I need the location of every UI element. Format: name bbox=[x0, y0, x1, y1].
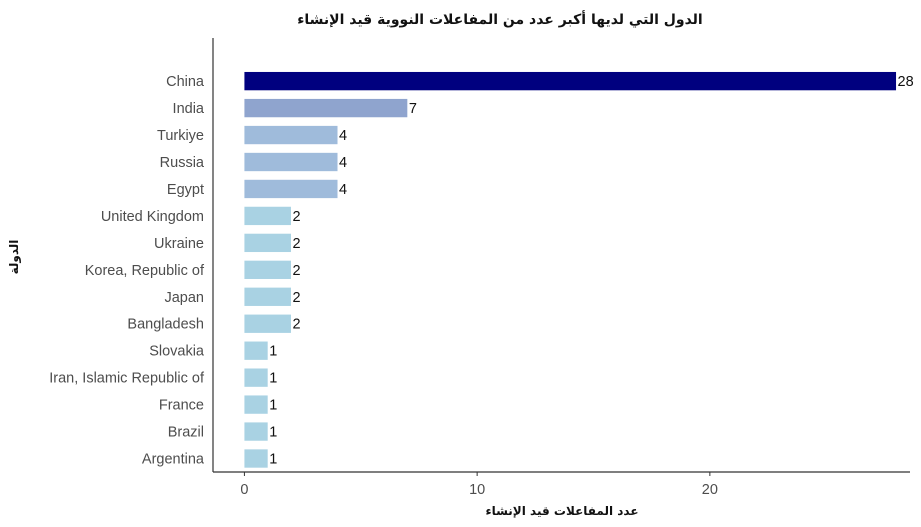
bar-france bbox=[244, 395, 268, 414]
value-label-china: 28 bbox=[898, 74, 914, 90]
category-label-russia: Russia bbox=[160, 155, 205, 171]
bar-japan bbox=[244, 287, 291, 306]
x-tick-label: 10 bbox=[469, 482, 485, 498]
value-label-japan: 2 bbox=[292, 290, 300, 306]
bar-iran-islamic-republic-of bbox=[244, 368, 268, 387]
value-label-bangladesh: 2 bbox=[292, 317, 300, 333]
bar-argentina bbox=[244, 449, 268, 468]
bar-china bbox=[244, 71, 897, 91]
category-label-united-kingdom: United Kingdom bbox=[101, 209, 204, 225]
value-label-argentina: 1 bbox=[269, 452, 277, 468]
bar-egypt bbox=[244, 179, 338, 199]
category-label-ukraine: Ukraine bbox=[154, 236, 204, 252]
category-label-bangladesh: Bangladesh bbox=[127, 317, 204, 333]
bar-united-kingdom bbox=[244, 206, 291, 226]
value-label-russia: 4 bbox=[339, 155, 347, 171]
category-label-argentina: Argentina bbox=[142, 452, 205, 468]
category-label-brazil: Brazil bbox=[168, 425, 204, 441]
value-label-ukraine: 2 bbox=[292, 236, 300, 252]
bar-korea-republic-of bbox=[244, 260, 291, 279]
x-ticks-layer: 0 10 20 bbox=[240, 472, 718, 498]
category-label-india: India bbox=[173, 101, 205, 117]
chart-title: الدول التي لديها أكبر عدد من المفاعلات ا… bbox=[297, 10, 703, 28]
category-label-slovakia: Slovakia bbox=[149, 344, 205, 360]
x-tick-label: 20 bbox=[702, 482, 718, 498]
category-label-korea-republic-of: Korea, Republic of bbox=[85, 263, 205, 279]
x-tick-label: 0 bbox=[240, 482, 248, 498]
value-label-korea-republic-of: 2 bbox=[292, 263, 300, 279]
value-label-india: 7 bbox=[409, 101, 417, 117]
value-label-brazil: 1 bbox=[269, 425, 277, 441]
x-axis-title: عدد المفاعلات قيد الإنشاء bbox=[485, 504, 638, 518]
value-label-turkiye: 4 bbox=[339, 128, 347, 144]
category-label-iran-islamic-republic-of: Iran, Islamic Republic of bbox=[49, 371, 205, 387]
value-label-slovakia: 1 bbox=[269, 344, 277, 360]
bar-bangladesh bbox=[244, 314, 291, 333]
bars-layer: China 28 India 7 Turkiye 4 Russia 4 Egypt 4 United… bbox=[49, 71, 914, 468]
bar-india bbox=[244, 98, 408, 118]
value-label-egypt: 4 bbox=[339, 182, 347, 198]
bar-turkiye bbox=[244, 125, 338, 145]
bar-russia bbox=[244, 152, 338, 172]
value-label-france: 1 bbox=[269, 398, 277, 414]
bar-ukraine bbox=[244, 233, 291, 253]
value-label-united-kingdom: 2 bbox=[292, 209, 300, 225]
y-axis-title: الدولة bbox=[7, 240, 22, 275]
category-label-egypt: Egypt bbox=[167, 182, 204, 198]
bar-slovakia bbox=[244, 341, 268, 360]
category-label-japan: Japan bbox=[164, 290, 204, 306]
category-label-france: France bbox=[159, 398, 204, 414]
category-label-china: China bbox=[166, 74, 205, 90]
bar-brazil bbox=[244, 422, 268, 441]
value-label-iran-islamic-republic-of: 1 bbox=[269, 371, 277, 387]
category-label-turkiye: Turkiye bbox=[157, 128, 204, 144]
